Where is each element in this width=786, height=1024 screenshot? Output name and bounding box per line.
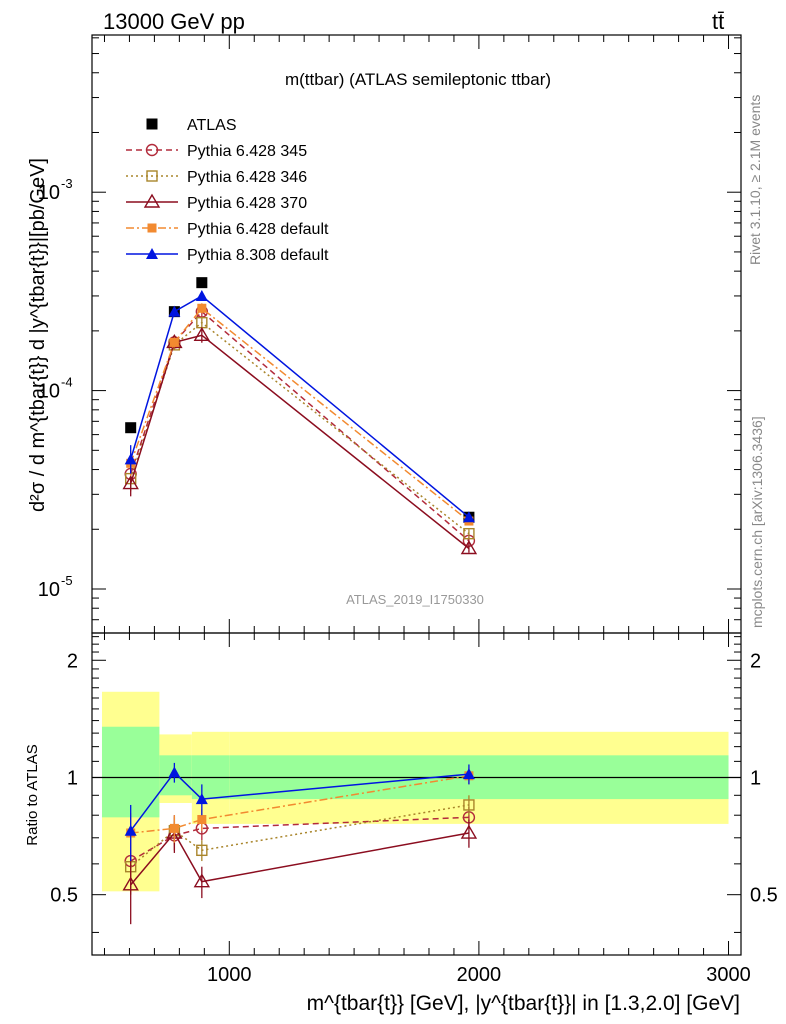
- series-pythia-8-308-default: [124, 289, 475, 523]
- ratio-point: [168, 766, 181, 778]
- main-plot-series: [122, 277, 478, 555]
- ratio-y-tick-label-right: 2: [750, 650, 761, 672]
- legend-item: ATLAS: [146, 117, 237, 134]
- mcplots-reference-text: mcplots.cern.ch [arXiv:1306.3436]: [749, 416, 765, 628]
- ratio-band-inner: [101, 726, 160, 818]
- legend-marker: [146, 248, 158, 259]
- legend-item: Pythia 6.428 370: [126, 193, 307, 212]
- ratio-plot-frame: [91, 632, 742, 956]
- legend-item: Pythia 6.428 345: [126, 143, 307, 160]
- ratio-point: [193, 873, 211, 888]
- ratio-y-tick-label-right: 1: [750, 767, 761, 789]
- chart-title: m(ttbar) (ATLAS semileptonic ttbar): [285, 70, 551, 89]
- legend-label: ATLAS: [187, 117, 237, 134]
- ratio-line: [130, 816, 469, 862]
- y-tick-label: 10: [38, 381, 60, 403]
- ratio-point: [122, 876, 139, 891]
- ratio-point: [124, 824, 137, 836]
- series-line: [129, 295, 470, 518]
- data-point: [197, 303, 207, 313]
- ratio-line: [130, 831, 470, 886]
- legend-item: Pythia 6.428 default: [126, 221, 329, 238]
- legend: ATLAS Pythia 6.428 345 Pythia 6.428 346 Pyt…: [126, 117, 329, 264]
- x-axis-label: m^{tbar{t}} [GeV], |y^{tbar{t}}| in [1.3…: [307, 992, 740, 1015]
- ratio-point: [197, 814, 207, 824]
- rivet-version-text: Rivet 3.1.10, ≥ 2.1M events: [747, 95, 763, 265]
- data-point: [463, 527, 475, 540]
- legend-label: Pythia 6.428 370: [187, 195, 307, 212]
- data-point: [125, 422, 137, 434]
- legend-marker: [147, 223, 157, 233]
- ratio-y-axis-label: Ratio to ATLAS: [24, 744, 41, 845]
- ratio-y-tick-label: 0.5: [50, 885, 78, 907]
- ratio-point: [195, 793, 208, 805]
- header-process-label: tt̄: [712, 9, 724, 34]
- legend-marker: [146, 118, 158, 130]
- x-tick-label: 1000: [207, 964, 252, 986]
- series-line: [129, 307, 470, 522]
- x-tick-label: 3000: [706, 964, 751, 986]
- ratio-y-tick-label-right: 0.5: [750, 885, 778, 907]
- ratio-line: [130, 804, 470, 868]
- ratio-line: [130, 775, 470, 834]
- ratio-line: [130, 771, 469, 832]
- series-pythia-6-428-370: [122, 326, 478, 555]
- data-point: [168, 305, 181, 317]
- ratio-plot-series: [122, 762, 478, 925]
- data-point: [462, 511, 475, 523]
- legend-item: Pythia 6.428 346: [126, 169, 307, 186]
- legend-label: Pythia 6.428 346: [187, 169, 307, 186]
- legend-marker: [146, 170, 158, 182]
- legend-marker: [145, 143, 159, 157]
- analysis-watermark: ATLAS_2019_I1750330: [346, 592, 484, 607]
- series-line: [129, 334, 470, 550]
- legend-marker: [143, 193, 161, 208]
- axis-ticks: [92, 35, 741, 955]
- series-line: [129, 310, 470, 542]
- ratio-point: [196, 844, 208, 857]
- ratio-point: [460, 824, 478, 839]
- y-tick-exponent: -4: [61, 375, 73, 390]
- header-collision-label: 13000 GeV pp: [103, 9, 245, 34]
- y-tick-exponent: -3: [61, 176, 73, 191]
- ratio-y-tick-label: 2: [67, 650, 78, 672]
- legend-label: Pythia 6.428 345: [187, 143, 307, 160]
- data-point: [169, 337, 179, 347]
- ratio-point: [463, 799, 475, 811]
- y-tick-exponent: -5: [61, 573, 73, 588]
- data-point: [195, 289, 208, 301]
- legend-label: Pythia 8.308 default: [187, 247, 329, 264]
- y-tick-label: 10: [38, 182, 60, 204]
- data-point: [124, 453, 137, 465]
- legend-item: Pythia 8.308 default: [126, 247, 329, 264]
- ratio-uncertainty-bands: [92, 691, 741, 892]
- ratio-series-pythia-8-308-default: [124, 762, 475, 862]
- legend-label: Pythia 6.428 default: [187, 221, 329, 238]
- data-point: [193, 326, 211, 341]
- series-line: [129, 321, 470, 535]
- data-point: [460, 540, 478, 555]
- y-tick-label: 10: [38, 579, 60, 601]
- ratio-y-tick-label: 1: [67, 767, 78, 789]
- data-point: [122, 475, 139, 490]
- y-axis-label: d²σ / d m^{tbar{t}} d |y^{tbar{t}}|[pb/G…: [27, 158, 49, 512]
- series-pythia-6-428-346: [124, 316, 475, 540]
- ratio-point: [462, 768, 475, 780]
- x-tick-label: 2000: [457, 964, 502, 986]
- data-point: [196, 277, 208, 289]
- ratio-point: [169, 823, 179, 833]
